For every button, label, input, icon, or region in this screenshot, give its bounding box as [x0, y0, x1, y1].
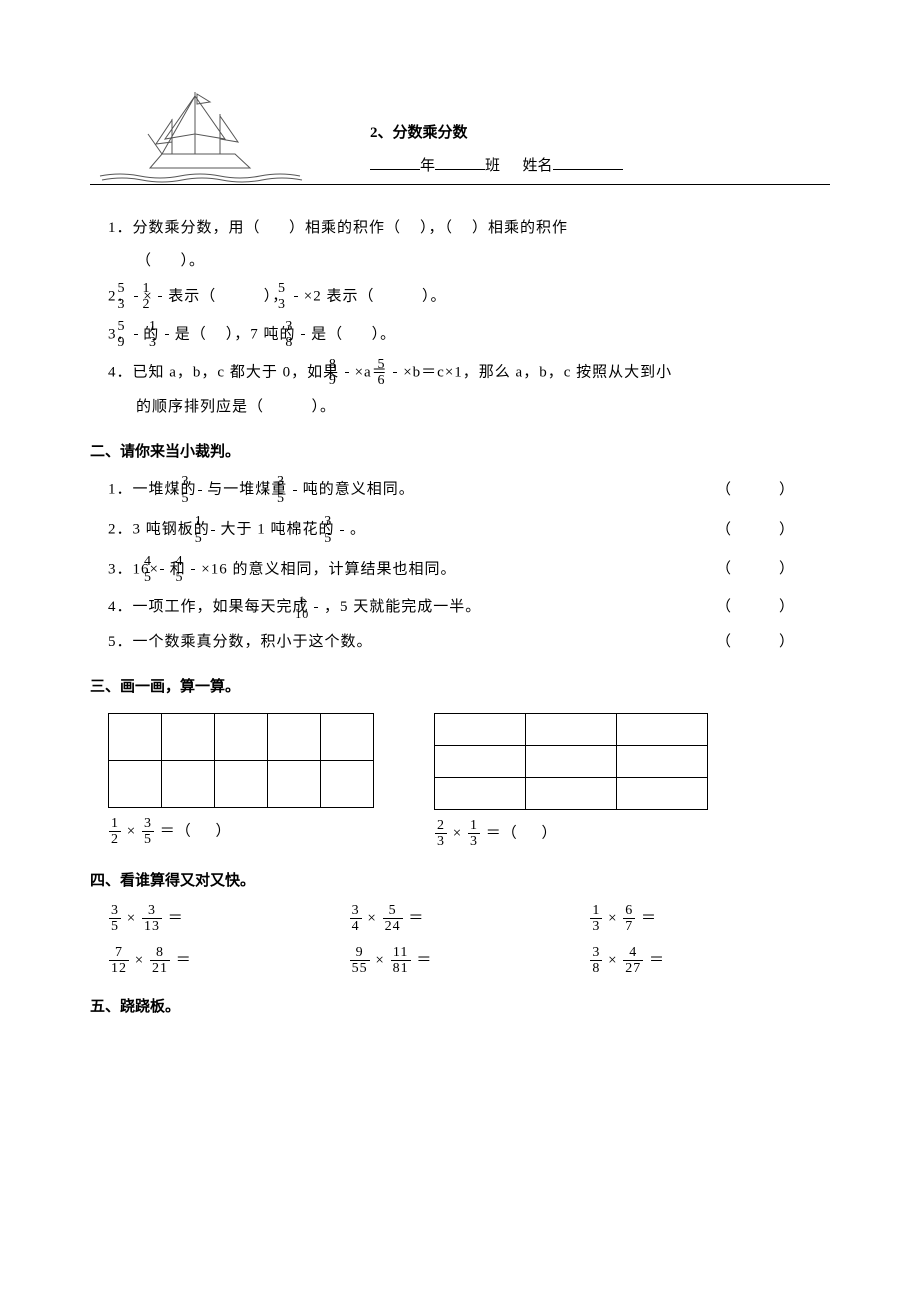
q2-1: 1．一堆煤的35 与一堆煤重 35 吨的意义相同。 （ ）	[108, 474, 830, 506]
frac-1-3: 13	[165, 319, 169, 351]
section-1: 1．分数乘分数，用（ ）相乘的积作（ ），（ ）相乘的积作 （ ）。 2．53 …	[90, 215, 830, 421]
q1-4: 4．已知 a，b，c 都大于 0，如果 89 ×a＝ 56 ×b＝c×1，那么 …	[108, 357, 830, 389]
grid-cell	[435, 714, 526, 746]
q1-3: 3．59 的 13 是（ ），7 吨的 38 是（ ）。	[108, 319, 830, 351]
grid-cell	[617, 778, 708, 810]
q2-2: 2．3 吨钢板的15 大于 1 吨棉花的 35 。 （ ）	[108, 514, 830, 546]
grid-cell	[617, 746, 708, 778]
title-block: 2、分数乘分数 年班 姓名	[310, 120, 830, 180]
section-5-title: 五、跷跷板。	[90, 994, 830, 1021]
section-3-title: 三、画一画，算一算。	[90, 674, 830, 701]
q2-4: 4．一项工作，如果每天完成 110 ，5 天就能完成一半。 （ ）	[108, 594, 830, 621]
judge-paren[interactable]: （ ）	[716, 477, 830, 504]
frac-5-3: 53	[134, 281, 138, 313]
q1-1: 1．分数乘分数，用（ ）相乘的积作（ ），（ ）相乘的积作	[108, 215, 830, 242]
grid-2	[434, 713, 708, 810]
grid-cell	[162, 761, 215, 808]
grid-cell	[268, 761, 321, 808]
frac-5-3b: 53	[294, 281, 298, 313]
section-4-title: 四、看谁算得又对又快。	[90, 868, 830, 895]
worksheet-header: 2、分数乘分数 年班 姓名	[90, 80, 830, 185]
blank-name[interactable]	[553, 154, 623, 170]
calc-item: 34 × 524 ＝	[349, 903, 590, 935]
grid-1-eq: 12 × 35 ＝（ ）	[108, 816, 374, 848]
calc-item: 38 × 427 ＝	[589, 945, 830, 977]
grid-cell	[215, 761, 268, 808]
section-2: 二、请你来当小裁判。 1．一堆煤的35 与一堆煤重 35 吨的意义相同。 （ ）…	[90, 439, 830, 656]
blank-grade[interactable]	[370, 154, 420, 170]
section-2-title: 二、请你来当小裁判。	[90, 439, 830, 466]
q1-1-cont: （ ）。	[90, 248, 830, 275]
grid-cell	[109, 714, 162, 761]
grid-cell	[435, 778, 526, 810]
section-3: 三、画一画，算一算。 12 × 35 ＝（ ） 23 × 13 ＝（ ）	[90, 674, 830, 850]
grid-cell	[268, 714, 321, 761]
q1-4-cont: 的顺序排列应是（ ）。	[90, 394, 830, 421]
grid-cell	[435, 746, 526, 778]
q2-3: 3．16×45 和 45 ×16 的意义相同，计算结果也相同。 （ ）	[108, 554, 830, 586]
grid-cell	[321, 761, 374, 808]
calc-item: 712 × 821 ＝	[108, 945, 349, 977]
worksheet-title: 2、分数乘分数	[370, 120, 830, 147]
grid-cell	[526, 746, 617, 778]
grid-2-eq: 23 × 13 ＝（ ）	[434, 818, 708, 850]
section-4: 四、看谁算得又对又快。 35 × 313 ＝34 × 524 ＝13 × 67 …	[90, 868, 830, 977]
calc-item: 13 × 67 ＝	[589, 903, 830, 935]
grid-cell	[162, 714, 215, 761]
frac-3-8: 38	[301, 319, 305, 351]
calc-grid: 35 × 313 ＝34 × 524 ＝13 × 67 ＝ 712 × 821 ＝…	[108, 903, 830, 977]
q2-5: 5．一个数乘真分数，积小于这个数。 （ ）	[108, 629, 830, 656]
frac-8-9: 89	[345, 357, 349, 389]
grid-cell	[526, 714, 617, 746]
grid-2-block: 23 × 13 ＝（ ）	[434, 713, 708, 850]
calc-item: 35 × 313 ＝	[108, 903, 349, 935]
student-info-line: 年班 姓名	[370, 153, 830, 180]
frac-5-6: 56	[393, 357, 397, 389]
section-5: 五、跷跷板。	[90, 994, 830, 1021]
calc-item: 955 × 1181 ＝	[349, 945, 590, 977]
frac-1-2: 12	[158, 281, 162, 313]
frac-5-9: 59	[134, 319, 138, 351]
grid-cell	[109, 761, 162, 808]
grid-cell	[215, 714, 268, 761]
grid-1-block: 12 × 35 ＝（ ）	[108, 713, 374, 850]
grid-cell	[617, 714, 708, 746]
grid-1	[108, 713, 374, 808]
blank-class[interactable]	[435, 154, 485, 170]
q1-2: 2．53 × 12 表示（ ）， 53 ×2 表示（ ）。	[108, 281, 830, 313]
grid-cell	[526, 778, 617, 810]
ship-illustration	[90, 80, 310, 180]
grid-cell	[321, 714, 374, 761]
